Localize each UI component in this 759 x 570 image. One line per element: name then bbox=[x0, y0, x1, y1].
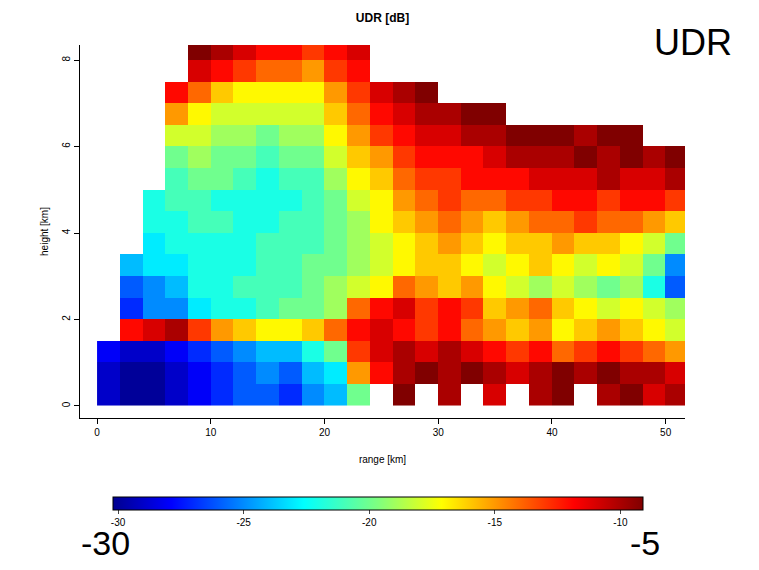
svg-text:-10: -10 bbox=[613, 517, 628, 528]
svg-text:UDR: UDR bbox=[654, 22, 732, 63]
svg-text:UDR [dB]: UDR [dB] bbox=[356, 11, 409, 25]
svg-text:0: 0 bbox=[61, 401, 72, 407]
svg-text:20: 20 bbox=[319, 427, 331, 438]
svg-text:-30: -30 bbox=[81, 524, 130, 562]
svg-text:height [km]: height [km] bbox=[39, 207, 50, 256]
svg-text:40: 40 bbox=[546, 427, 558, 438]
svg-text:-20: -20 bbox=[362, 517, 377, 528]
svg-text:range [km]: range [km] bbox=[359, 454, 406, 465]
svg-text:6: 6 bbox=[61, 142, 72, 148]
svg-text:-30: -30 bbox=[111, 517, 126, 528]
svg-text:10: 10 bbox=[205, 427, 217, 438]
svg-text:2: 2 bbox=[61, 315, 72, 321]
svg-text:-5: -5 bbox=[630, 524, 660, 562]
svg-text:4: 4 bbox=[61, 228, 72, 234]
svg-text:50: 50 bbox=[660, 427, 672, 438]
svg-text:-15: -15 bbox=[488, 517, 503, 528]
svg-text:0: 0 bbox=[94, 427, 100, 438]
svg-text:8: 8 bbox=[61, 55, 72, 61]
svg-text:-25: -25 bbox=[236, 517, 251, 528]
svg-text:30: 30 bbox=[433, 427, 445, 438]
